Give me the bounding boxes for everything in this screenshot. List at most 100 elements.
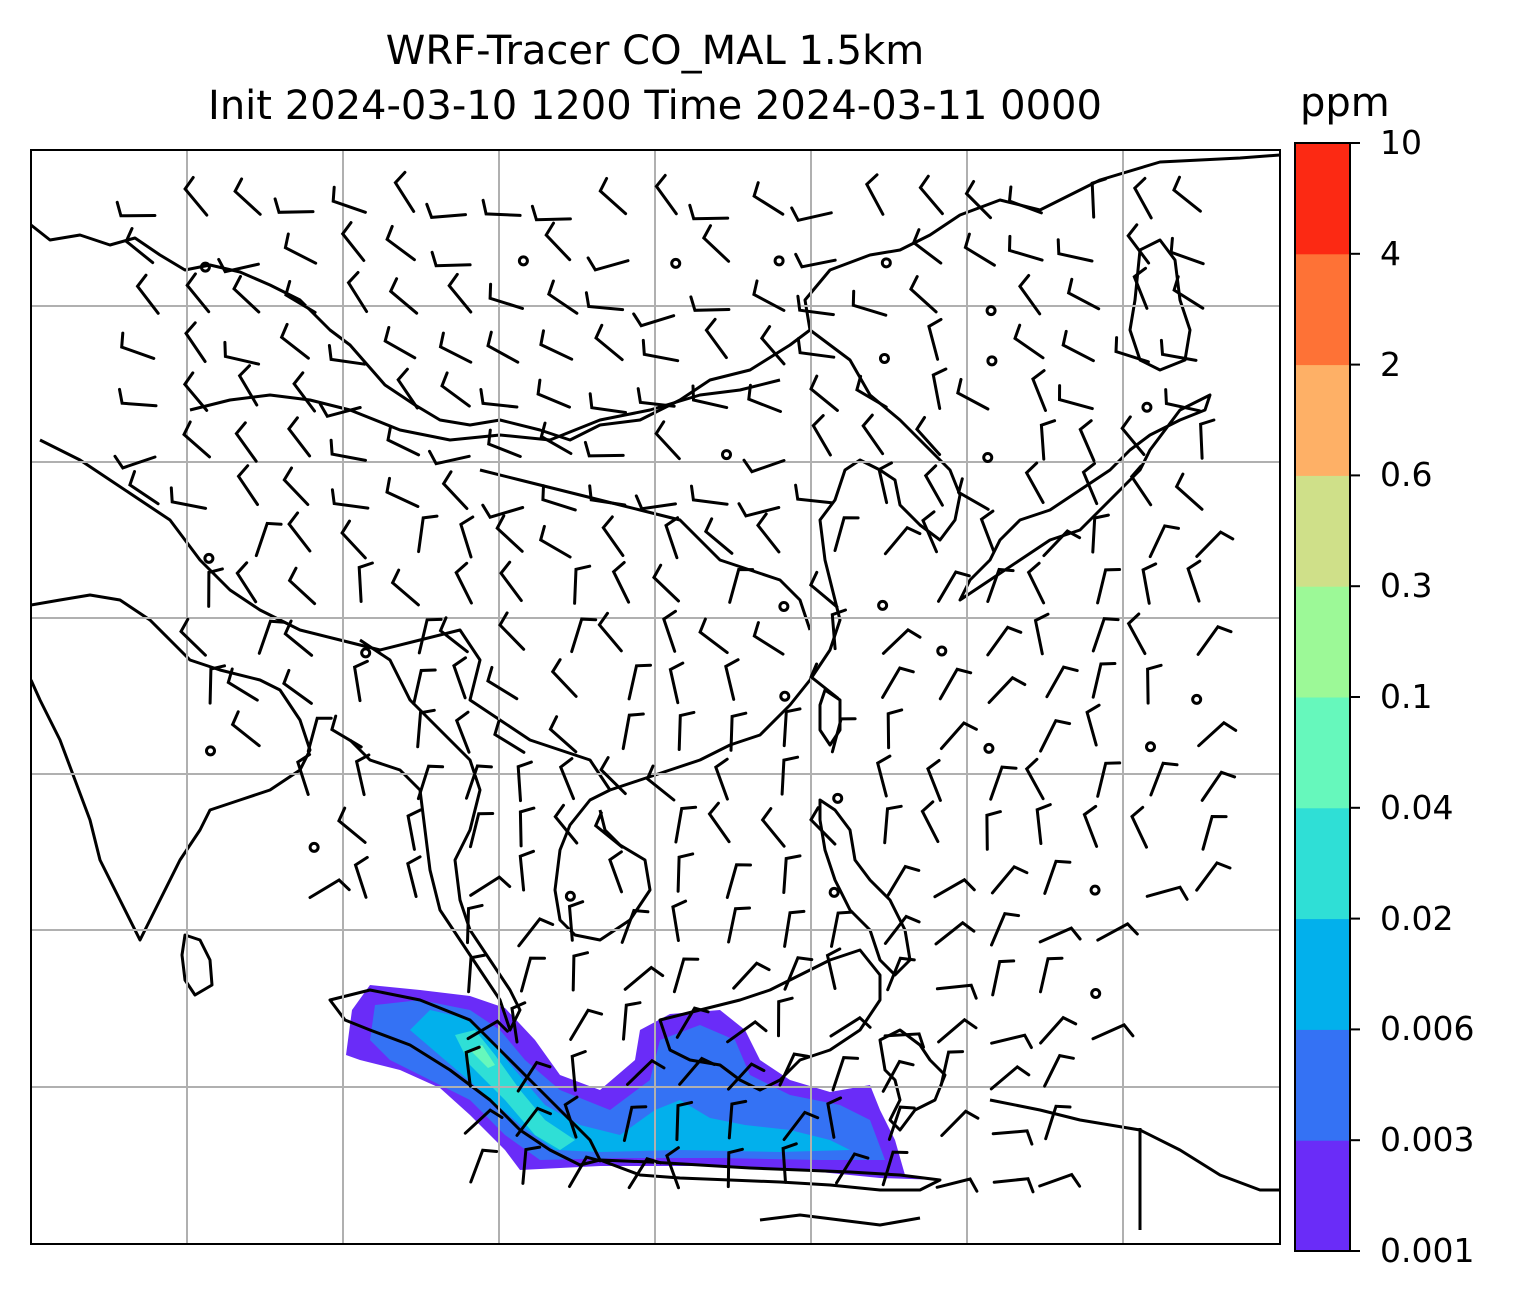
coast-manchuria-korea xyxy=(609,328,962,792)
wind-barb xyxy=(726,1020,768,1044)
wind-barb xyxy=(886,956,916,992)
wind-barb xyxy=(1199,418,1216,460)
wind-barb xyxy=(1164,388,1202,413)
wind-barb xyxy=(185,272,211,314)
colorbar-tick-label: 0.04 xyxy=(1380,787,1454,827)
wind-calm-marker xyxy=(828,886,840,898)
wind-barb xyxy=(963,232,996,267)
wind-barb xyxy=(586,256,630,272)
wind-barb xyxy=(713,757,729,801)
wind-barb xyxy=(727,1062,766,1091)
wind-barb xyxy=(1039,1015,1078,1045)
wind-barb xyxy=(809,374,839,412)
wind-barb xyxy=(486,665,519,701)
wind-barb xyxy=(430,250,472,268)
coast-taiwan xyxy=(818,688,842,747)
wind-barb xyxy=(548,715,578,754)
wind-barb xyxy=(179,617,207,657)
wind-barb xyxy=(182,420,211,459)
wind-barb xyxy=(1043,859,1072,895)
wind-barb xyxy=(583,440,625,458)
colorbar-segment xyxy=(1295,697,1350,809)
wind-barb xyxy=(118,387,158,408)
wind-barb xyxy=(881,628,922,655)
map-area xyxy=(31,150,1280,1244)
wind-calm-marker xyxy=(199,261,211,273)
wind-barb xyxy=(931,367,948,410)
border-mongolia xyxy=(189,378,781,442)
wind-barb xyxy=(1091,513,1110,554)
wind-barb xyxy=(412,668,437,706)
wind-barb xyxy=(393,170,416,213)
wind-barb xyxy=(727,1099,748,1140)
wind-barb xyxy=(1148,524,1180,559)
wind-calm-marker xyxy=(936,645,948,657)
wind-barb xyxy=(330,488,370,510)
wind-barb xyxy=(729,711,748,752)
colorbar-segment xyxy=(1295,475,1350,587)
coast-india xyxy=(31,593,312,942)
wind-barb xyxy=(926,759,942,802)
wind-barb xyxy=(652,563,680,603)
wind-barb xyxy=(337,806,367,844)
wind-barb xyxy=(668,661,685,705)
wind-barb xyxy=(752,621,785,656)
wind-barb xyxy=(986,625,1023,657)
wind-barb xyxy=(454,561,473,605)
colorbar-segment xyxy=(1295,253,1350,366)
wind-barb xyxy=(353,855,369,899)
wind-barb xyxy=(1200,770,1237,802)
wind-barb xyxy=(340,221,366,262)
colorbar-segment xyxy=(1295,1029,1350,1141)
wind-calm-marker xyxy=(880,257,892,269)
colorbar-tick-label: 0.001 xyxy=(1380,1231,1475,1270)
colorbar-tick-label: 10 xyxy=(1380,123,1422,162)
wind-barb xyxy=(1081,462,1099,506)
wind-barb xyxy=(915,416,942,456)
wind-barb xyxy=(287,566,317,606)
wind-barb xyxy=(1114,336,1150,364)
wind-barb xyxy=(287,511,312,553)
wind-barb xyxy=(990,912,1021,947)
wind-barb xyxy=(1141,562,1158,605)
wind-barb xyxy=(498,611,526,651)
wind-barb xyxy=(782,707,802,748)
wind-barb xyxy=(1078,419,1096,463)
wind-barb xyxy=(1195,861,1232,892)
wind-barb xyxy=(636,387,676,408)
wind-barb xyxy=(833,516,860,552)
wind-barb xyxy=(169,486,208,510)
wind-calm-marker xyxy=(778,600,790,612)
wind-barb xyxy=(923,464,944,507)
wind-barb xyxy=(883,1032,925,1049)
wind-barb xyxy=(499,560,523,602)
wind-barb xyxy=(732,961,771,990)
wind-barb xyxy=(676,852,695,893)
wind-barb xyxy=(986,567,1015,603)
wind-barb xyxy=(570,1050,587,1092)
colorbar-tick-label: 0.006 xyxy=(1380,1009,1475,1049)
wind-barb xyxy=(877,461,893,505)
wind-barb xyxy=(782,1110,820,1141)
wind-barb xyxy=(782,854,802,894)
wind-barb xyxy=(989,1065,1031,1091)
wind-barb xyxy=(621,712,645,751)
wind-barb xyxy=(495,514,524,553)
wind-barb xyxy=(794,483,833,505)
wind-barb xyxy=(1197,720,1238,748)
colorbar-segment xyxy=(1295,586,1350,698)
wind-barb xyxy=(1145,885,1189,901)
wind-barb xyxy=(831,1056,860,1092)
wind-barb xyxy=(469,1148,499,1184)
wind-calm-marker xyxy=(1145,741,1157,753)
wind-barb xyxy=(1172,275,1205,310)
wind-barb xyxy=(989,765,1018,801)
wind-calm-marker xyxy=(517,255,529,267)
wind-barb xyxy=(641,338,680,363)
wind-calm-marker xyxy=(773,255,785,267)
wind-barb xyxy=(538,524,572,559)
wind-barb xyxy=(417,514,439,554)
wind-calm-marker xyxy=(721,449,733,461)
wind-barb xyxy=(464,1045,481,1088)
